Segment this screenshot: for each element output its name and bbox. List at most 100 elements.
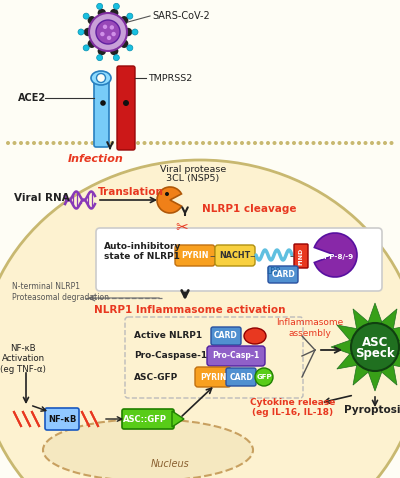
Polygon shape [375,325,400,347]
Circle shape [97,54,103,61]
Circle shape [318,141,322,145]
Text: FIND: FIND [298,248,304,265]
Circle shape [6,141,10,145]
Circle shape [165,192,169,196]
Circle shape [149,141,153,145]
Circle shape [84,141,88,145]
Text: GFP: GFP [256,374,272,380]
Text: CARD: CARD [271,270,295,279]
Circle shape [124,28,132,36]
Circle shape [98,9,106,17]
Text: Inflammasome
assembly: Inflammasome assembly [276,318,344,337]
Text: Viral RNA: Viral RNA [14,193,70,203]
FancyBboxPatch shape [45,408,79,430]
Circle shape [201,141,205,145]
Circle shape [364,141,368,145]
Text: Pro-Caspase-1: Pro-Caspase-1 [134,351,207,360]
Circle shape [266,141,270,145]
Circle shape [123,100,129,106]
Text: Viral protease: Viral protease [160,165,226,174]
Circle shape [107,36,111,40]
Circle shape [162,141,166,145]
Circle shape [97,3,103,10]
Circle shape [58,141,62,145]
Circle shape [390,141,394,145]
Circle shape [38,141,42,145]
Circle shape [272,141,276,145]
Text: Translation: Translation [98,187,164,197]
Circle shape [324,141,328,145]
Circle shape [120,16,128,24]
Circle shape [351,323,399,371]
Circle shape [168,141,172,145]
Circle shape [234,141,238,145]
Circle shape [370,141,374,145]
Circle shape [132,29,138,35]
Circle shape [127,13,133,19]
Circle shape [279,141,283,145]
Circle shape [88,16,96,24]
FancyBboxPatch shape [94,78,109,147]
Polygon shape [375,347,397,385]
Circle shape [357,141,361,145]
FancyBboxPatch shape [175,245,215,266]
Ellipse shape [43,419,253,478]
Circle shape [344,141,348,145]
Circle shape [292,141,296,145]
Circle shape [123,141,127,145]
Circle shape [253,141,257,145]
Text: Cytokine release
(eg IL-16, IL-18): Cytokine release (eg IL-16, IL-18) [250,398,336,417]
Circle shape [100,32,104,36]
Circle shape [84,28,92,36]
Text: SARS-CoV-2: SARS-CoV-2 [152,11,210,21]
Circle shape [110,9,118,17]
Circle shape [312,141,316,145]
Circle shape [255,368,273,386]
Text: ASC-GFP: ASC-GFP [134,372,178,381]
Polygon shape [331,340,375,354]
Circle shape [331,141,335,145]
Circle shape [136,141,140,145]
Text: ✂: ✂ [176,220,188,235]
Circle shape [194,141,198,145]
Circle shape [96,74,106,83]
Circle shape [83,13,89,19]
Text: NF-κB
Activation
(eg TNF-α): NF-κB Activation (eg TNF-α) [0,344,46,374]
FancyBboxPatch shape [268,266,298,283]
Circle shape [220,141,224,145]
Ellipse shape [0,160,400,478]
Text: TMPRSS2: TMPRSS2 [148,74,192,83]
FancyBboxPatch shape [207,346,265,366]
Circle shape [97,141,101,145]
Polygon shape [353,347,375,385]
Text: CARD: CARD [229,372,253,381]
Ellipse shape [91,71,111,85]
Polygon shape [375,347,400,369]
FancyBboxPatch shape [211,327,241,345]
Circle shape [298,141,302,145]
Text: Pyroptosis: Pyroptosis [344,405,400,415]
Text: Nucleus: Nucleus [151,459,189,469]
Text: CARD: CARD [214,332,238,340]
Circle shape [52,141,56,145]
Circle shape [64,141,68,145]
Circle shape [26,141,30,145]
Polygon shape [375,309,397,347]
Circle shape [350,141,354,145]
Circle shape [98,47,106,55]
Text: Auto-inhibitory
state of NLRP1: Auto-inhibitory state of NLRP1 [104,242,181,261]
FancyBboxPatch shape [215,245,255,266]
Polygon shape [368,347,382,391]
Circle shape [96,20,120,44]
Text: PYRIN: PYRIN [181,251,209,260]
Polygon shape [368,303,382,347]
Circle shape [19,141,23,145]
Circle shape [338,141,342,145]
Circle shape [104,141,108,145]
Circle shape [182,141,186,145]
Circle shape [112,32,116,36]
FancyBboxPatch shape [195,367,231,387]
Circle shape [156,141,160,145]
Circle shape [305,141,309,145]
FancyBboxPatch shape [117,66,135,150]
